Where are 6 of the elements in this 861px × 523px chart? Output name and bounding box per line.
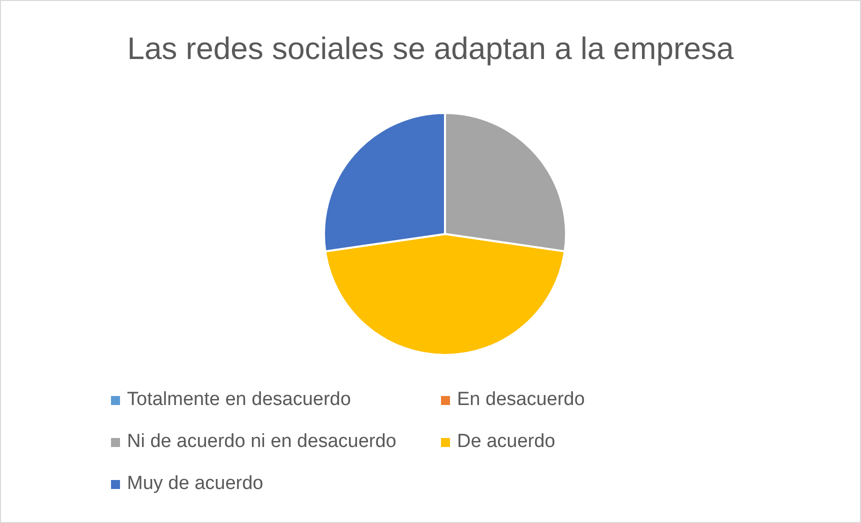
chart-title: Las redes sociales se adaptan a la empresa [126, 31, 735, 67]
legend-label: Muy de acuerdo [127, 473, 264, 495]
legend-label: Totalmente en desacuerdo [127, 389, 351, 411]
legend-label: De acuerdo [457, 431, 556, 453]
legend-label: Ni de acuerdo ni en desacuerdo [127, 431, 396, 453]
legend-label: En desacuerdo [457, 389, 585, 411]
